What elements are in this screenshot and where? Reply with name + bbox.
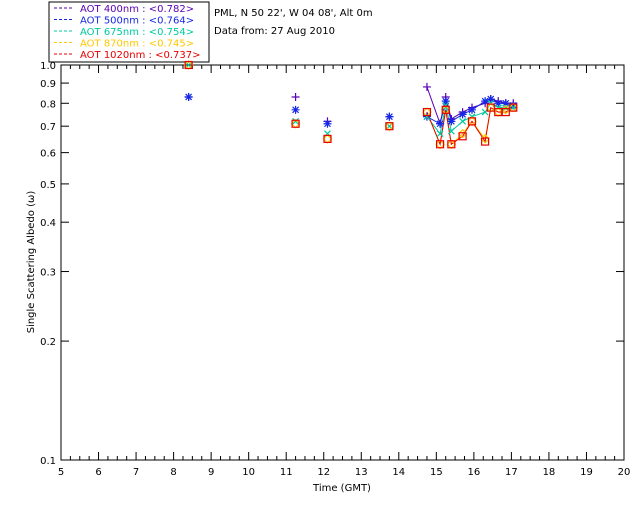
y-axis-label: Single Scattering Albedo (ω) [26, 191, 37, 334]
data-point-star [436, 119, 445, 128]
data-point-x [292, 117, 300, 125]
x-tick-label: 17 [505, 467, 518, 478]
x-tick-label: 7 [133, 467, 139, 478]
x-tick-label: 15 [430, 467, 443, 478]
data-point-star [385, 112, 394, 121]
x-tick-label: 18 [543, 467, 556, 478]
data-point-square [458, 132, 467, 141]
data-point-star [481, 97, 490, 106]
legend: AOT 400nm : <0.782>AOT 500nm : <0.764>AO… [54, 4, 200, 61]
y-tick-label: 0.9 [40, 79, 56, 90]
y-tick-label: 0.8 [40, 99, 56, 110]
data-point-square [435, 140, 445, 149]
x-tick-label: 14 [392, 467, 405, 478]
site-info: PML, N 50 22', W 04 08', Alt 0m [214, 8, 373, 19]
data-point-square [184, 60, 193, 70]
data-point-x [502, 104, 510, 112]
data-point-star [494, 99, 503, 108]
data-point-star [467, 105, 476, 114]
data-point-plus [422, 82, 431, 91]
x-tick-label: 11 [280, 467, 293, 478]
x-axis: 5 6 7 8 9 10 11 12 13 14 15 16 17 18 19 20 [58, 65, 631, 478]
data-point-square [486, 103, 495, 112]
data-point-x [436, 130, 444, 138]
y-tick-label: 1.0 [40, 61, 56, 72]
data-point-square [467, 117, 477, 126]
data-point-square [291, 119, 300, 128]
x-tick-label: 16 [467, 467, 480, 478]
y-tick-label: 0.1 [40, 456, 56, 467]
x-tick-label: 12 [317, 467, 330, 478]
x-tick-label: 13 [355, 467, 368, 478]
data-point-square [501, 107, 510, 117]
plot-frame [60, 64, 625, 461]
data-point-star [458, 110, 467, 119]
y-tick-label: 0.7 [40, 122, 56, 133]
x-axis-label: Time (GMT) [312, 483, 371, 494]
x-tick-label: 9 [208, 467, 214, 478]
y-tick-label: 0.6 [40, 149, 56, 160]
x-tick-label: 8 [170, 467, 176, 478]
data-point-star [509, 101, 518, 110]
y-tick-label: 0.3 [40, 268, 56, 279]
data-point-star [486, 95, 495, 104]
y-axis: 0.1 0.2 0.3 0.4 0.5 0.6 0.7 0.8 0.9 1.0 [40, 61, 624, 467]
data-point-star [323, 119, 332, 128]
data-point-square [447, 140, 456, 149]
data-point-star [501, 99, 510, 108]
legend-label: AOT 675nm : <0.754> [80, 27, 194, 38]
data-point-x [447, 127, 455, 135]
data-point-star [184, 92, 193, 101]
data-point-square [422, 107, 432, 117]
data-point-star [291, 105, 300, 114]
data-point-square [481, 137, 490, 146]
data-point-plus [291, 92, 300, 101]
series-line-square [426, 106, 514, 147]
date-info: Data from: 27 Aug 2010 [214, 26, 335, 37]
data-point-star [441, 97, 450, 106]
legend-label: AOT 870nm : <0.745> [80, 39, 194, 50]
data-point-square [323, 134, 332, 143]
legend-box [48, 1, 210, 63]
data-points [183, 60, 519, 150]
legend-label: AOT 1020nm : <0.737> [80, 50, 200, 61]
data-point-star [447, 117, 456, 126]
legend-label: AOT 500nm : <0.764> [80, 16, 194, 27]
data-point-square [441, 105, 450, 114]
x-tick-label: 10 [242, 467, 255, 478]
y-tick-label: 0.2 [40, 337, 56, 348]
data-point-square [385, 122, 394, 131]
x-tick-label: 19 [580, 467, 593, 478]
x-tick-label: 5 [58, 467, 64, 478]
legend-label: AOT 400nm : <0.782> [80, 4, 194, 15]
y-tick-label: 0.5 [40, 180, 56, 191]
x-tick-label: 20 [618, 467, 631, 478]
data-point-x [459, 117, 467, 125]
y-tick-label: 0.4 [40, 218, 56, 229]
x-tick-label: 6 [95, 467, 101, 478]
data-point-square [509, 103, 518, 112]
